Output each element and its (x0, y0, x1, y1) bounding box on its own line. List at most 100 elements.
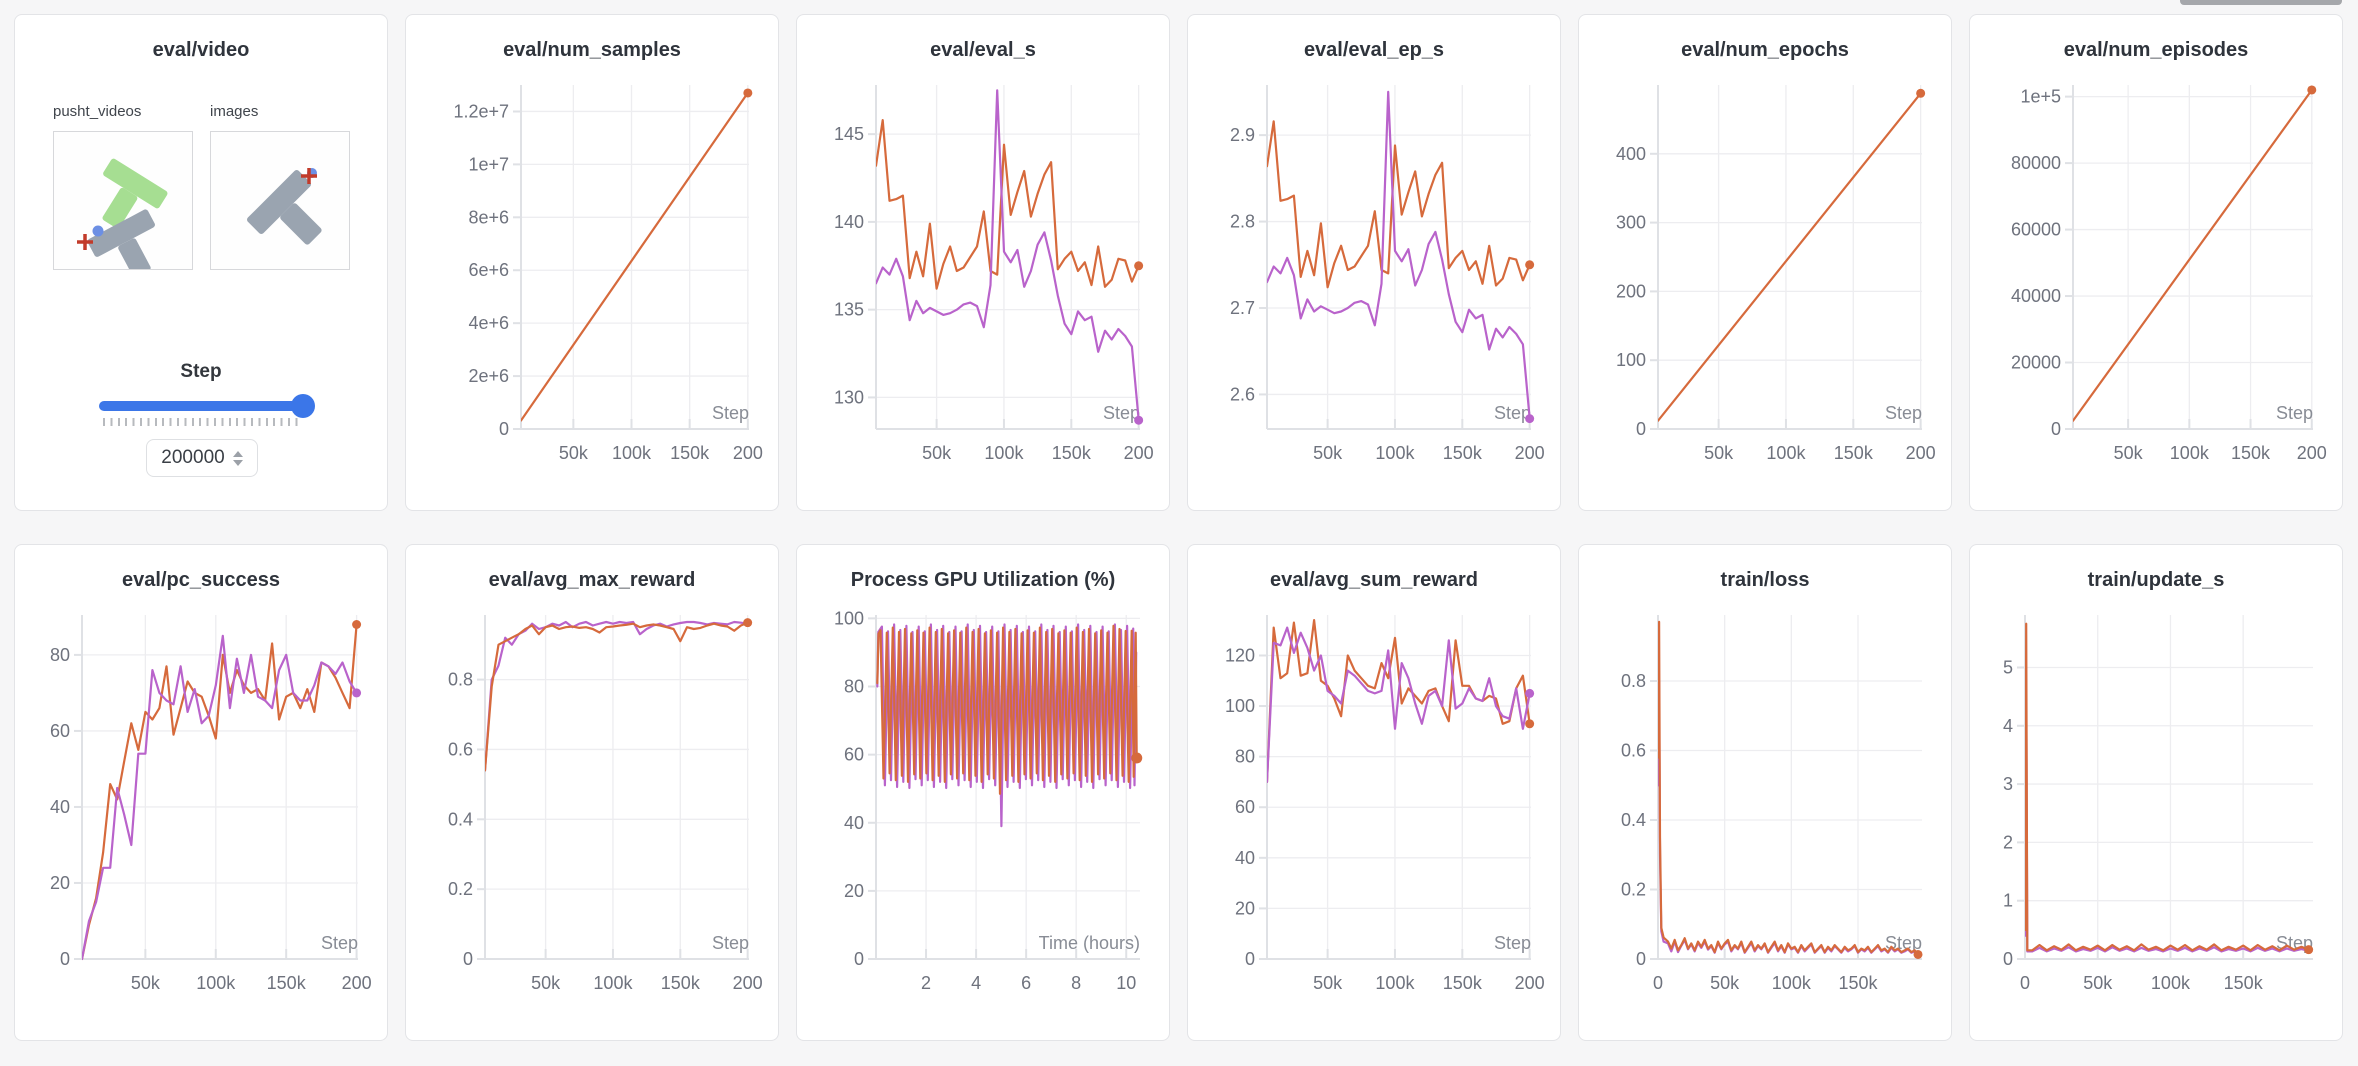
svg-text:0: 0 (1636, 949, 1646, 969)
svg-text:100k: 100k (196, 973, 236, 993)
svg-text:150k: 150k (2224, 973, 2264, 993)
svg-text:1.2e+7: 1.2e+7 (453, 101, 509, 121)
chart-canvas[interactable]: 0 100 200 300 400 50k 100k 150k 200 Step (1592, 71, 1938, 481)
step-value-input[interactable]: 200000 (146, 439, 258, 477)
stepper-arrows-icon[interactable] (232, 450, 243, 466)
svg-text:50k: 50k (559, 443, 589, 463)
chart-canvas[interactable]: 0 20 40 60 80 50k 100k 150k 200 Step (28, 601, 374, 1011)
svg-text:300: 300 (1616, 213, 1646, 233)
images-thumbnail[interactable] (210, 131, 350, 270)
svg-text:50k: 50k (1313, 443, 1343, 463)
svg-text:200: 200 (342, 973, 372, 993)
svg-text:0.6: 0.6 (1621, 741, 1646, 761)
svg-text:120: 120 (1225, 645, 1255, 665)
pusht-video-thumbnail[interactable] (53, 131, 193, 278)
svg-text:50k: 50k (131, 973, 161, 993)
svg-text:200: 200 (1515, 973, 1545, 993)
step-slider[interactable] (99, 394, 315, 418)
svg-text:50k: 50k (1704, 443, 1734, 463)
svg-text:5: 5 (2003, 657, 2013, 677)
svg-text:100k: 100k (612, 443, 652, 463)
chart-title: eval/avg_max_reward (488, 569, 696, 591)
pusht-video-frame (77, 158, 168, 278)
svg-text:2e+6: 2e+6 (468, 366, 509, 386)
chart-title: eval/eval_ep_s (1303, 39, 1445, 61)
svg-text:80: 80 (844, 677, 864, 697)
svg-text:130: 130 (834, 387, 864, 407)
svg-text:4e+6: 4e+6 (468, 313, 509, 333)
svg-text:Step: Step (1885, 403, 1922, 423)
media-label-images: images (210, 103, 259, 120)
run-orange-line (1267, 619, 1531, 783)
chart-canvas[interactable]: 0 0.2 0.4 0.6 0.8 50k 100k 150k 200 Step (419, 601, 765, 1011)
chart-canvas[interactable]: 130 135 140 145 50k 100k 150k 200 Step (810, 71, 1156, 481)
svg-text:4: 4 (2003, 716, 2013, 736)
svg-text:0.8: 0.8 (448, 670, 473, 690)
svg-text:40: 40 (50, 797, 70, 817)
chart-title: eval/num_epochs (1681, 39, 1849, 61)
chart-canvas[interactable]: 0 2e+6 4e+6 6e+6 8e+6 1e+7 1.2e+7 50k 100k 150k 20… (419, 71, 765, 481)
chart-canvas[interactable]: 0 20000 40000 60000 80000 1e+5 50k 100k 150k 200 S… (1983, 71, 2329, 481)
run-orange-line (82, 623, 358, 961)
svg-text:Time (hours): Time (hours) (1039, 933, 1140, 953)
svg-text:3: 3 (2003, 774, 2013, 794)
svg-text:0: 0 (2020, 973, 2030, 993)
run-orange-end-dot (1525, 260, 1535, 270)
svg-text:0: 0 (1636, 419, 1646, 439)
svg-text:0: 0 (463, 949, 473, 969)
run-orange-end-dot (2307, 85, 2317, 95)
svg-text:50k: 50k (2114, 443, 2144, 463)
svg-text:Step: Step (1494, 403, 1531, 423)
step-value[interactable]: 200000 (161, 447, 225, 468)
chart-canvas[interactable]: 2.6 2.7 2.8 2.9 50k 100k 150k 200 Step (1201, 71, 1547, 481)
step-slider-thumb[interactable] (291, 394, 315, 418)
svg-text:50k: 50k (1710, 973, 1740, 993)
svg-text:0.2: 0.2 (1621, 880, 1646, 900)
svg-text:150k: 150k (2231, 443, 2271, 463)
svg-text:40000: 40000 (2011, 286, 2061, 306)
svg-text:60000: 60000 (2011, 220, 2061, 240)
media-label-pusht-videos: pusht_videos (53, 103, 142, 120)
svg-text:50k: 50k (1313, 973, 1343, 993)
svg-text:1e+5: 1e+5 (2020, 87, 2061, 107)
svg-text:Step: Step (2276, 403, 2313, 423)
chart-canvas[interactable]: 0 0.2 0.4 0.6 0.8 0 50k 100k 150k Step (1592, 601, 1938, 1011)
svg-text:150k: 150k (1834, 443, 1874, 463)
run-purple-line (1658, 679, 1920, 957)
svg-text:0: 0 (2003, 949, 2013, 969)
chart-canvas[interactable]: 0 20 40 60 80 100 2 4 6 8 10 Time (hours) (810, 601, 1156, 1011)
run-purple-end-dot (352, 688, 362, 698)
svg-text:Step: Step (1885, 933, 1922, 953)
svg-text:100: 100 (834, 608, 864, 628)
run-orange-end-dot (743, 618, 753, 628)
run-orange-end-dot (1525, 719, 1535, 729)
run-orange-line (1658, 620, 1920, 956)
svg-text:150k: 150k (670, 443, 710, 463)
svg-text:20000: 20000 (2011, 353, 2061, 373)
svg-text:400: 400 (1616, 144, 1646, 164)
svg-text:100k: 100k (1772, 973, 1812, 993)
svg-text:20: 20 (1235, 898, 1255, 918)
chart-title: eval/pc_success (122, 569, 280, 591)
panel-title: eval/video (152, 39, 250, 61)
chart-title: eval/num_episodes (2063, 39, 2249, 61)
decrement-arrow-icon[interactable] (232, 459, 243, 466)
run-orange-line (1267, 120, 1531, 289)
svg-text:1: 1 (2003, 891, 2013, 911)
svg-text:80: 80 (50, 645, 70, 665)
svg-text:40: 40 (844, 813, 864, 833)
svg-text:60: 60 (844, 745, 864, 765)
svg-text:0.6: 0.6 (448, 739, 473, 759)
chart-canvas[interactable]: 0 20 40 60 80 100 120 50k 100k 150k 200 Step (1201, 601, 1547, 1011)
run-orange-end-dot (1134, 261, 1144, 271)
svg-text:60: 60 (1235, 797, 1255, 817)
run-purple-line (876, 89, 1140, 422)
scrollbar-fragment[interactable] (2180, 0, 2342, 5)
svg-text:8e+6: 8e+6 (468, 207, 509, 227)
svg-text:20: 20 (50, 873, 70, 893)
increment-arrow-icon[interactable] (232, 450, 243, 457)
svg-text:100k: 100k (1766, 443, 1806, 463)
chart-title: train/update_s (2087, 569, 2225, 591)
svg-text:0: 0 (1245, 949, 1255, 969)
